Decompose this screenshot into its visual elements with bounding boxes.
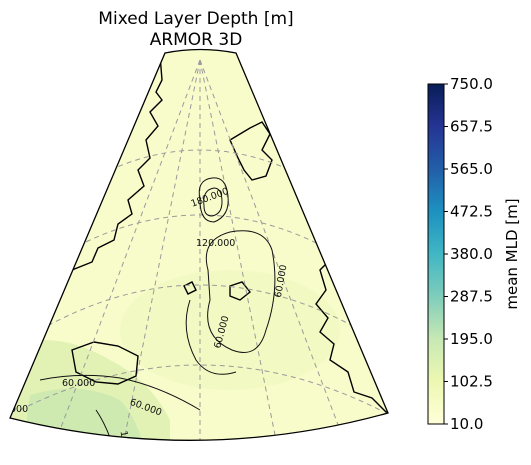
contour-line <box>185 299 237 375</box>
contour-line <box>203 187 223 217</box>
graticule <box>19 59 381 441</box>
contour-line <box>95 409 121 441</box>
contours <box>39 177 276 441</box>
contour-label: 120.000 <box>196 238 235 249</box>
colorbar-tick: 10.0 <box>450 415 483 433</box>
contour-label: 000 <box>10 404 28 415</box>
land-bear-island <box>229 281 251 301</box>
colorbar: 750.0 657.5 565.0 472.5 380.0 287.5 195.… <box>427 75 521 433</box>
contour-line <box>205 230 276 353</box>
contour-label: 100.000 <box>118 430 136 465</box>
map-subtitle: ARMOR 3D <box>150 30 243 50</box>
map-panel: 180.000 120.000 60.000 60.000 60.000 60.… <box>10 49 388 465</box>
colorbar-tick: 657.5 <box>450 118 493 136</box>
contour-line <box>39 374 201 411</box>
map-boundary <box>9 48 389 441</box>
contour-label: 60.000 <box>62 378 95 389</box>
colorbar-tick: 195.0 <box>450 330 493 348</box>
land-svalbard <box>229 121 273 181</box>
colorbar-gradient <box>427 83 445 425</box>
land-scandinavia <box>315 249 388 413</box>
land-jan-mayen <box>183 281 197 295</box>
colorbar-tick: 565.0 <box>450 160 493 178</box>
colorbar-tick: 750.0 <box>450 75 493 93</box>
colorbar-tick: 102.5 <box>450 373 493 391</box>
colorbar-tick: 472.5 <box>450 203 493 221</box>
map-title: Mixed Layer Depth [m] <box>98 9 293 29</box>
colorbar-tick: 380.0 <box>450 245 493 263</box>
colorbar-label: mean MLD [m] <box>503 198 521 309</box>
mld-zone-central <box>120 270 340 390</box>
mld-zone-southwest-deep <box>20 388 150 441</box>
colorbar-tick: 287.5 <box>450 288 493 306</box>
contour-line <box>198 177 229 223</box>
